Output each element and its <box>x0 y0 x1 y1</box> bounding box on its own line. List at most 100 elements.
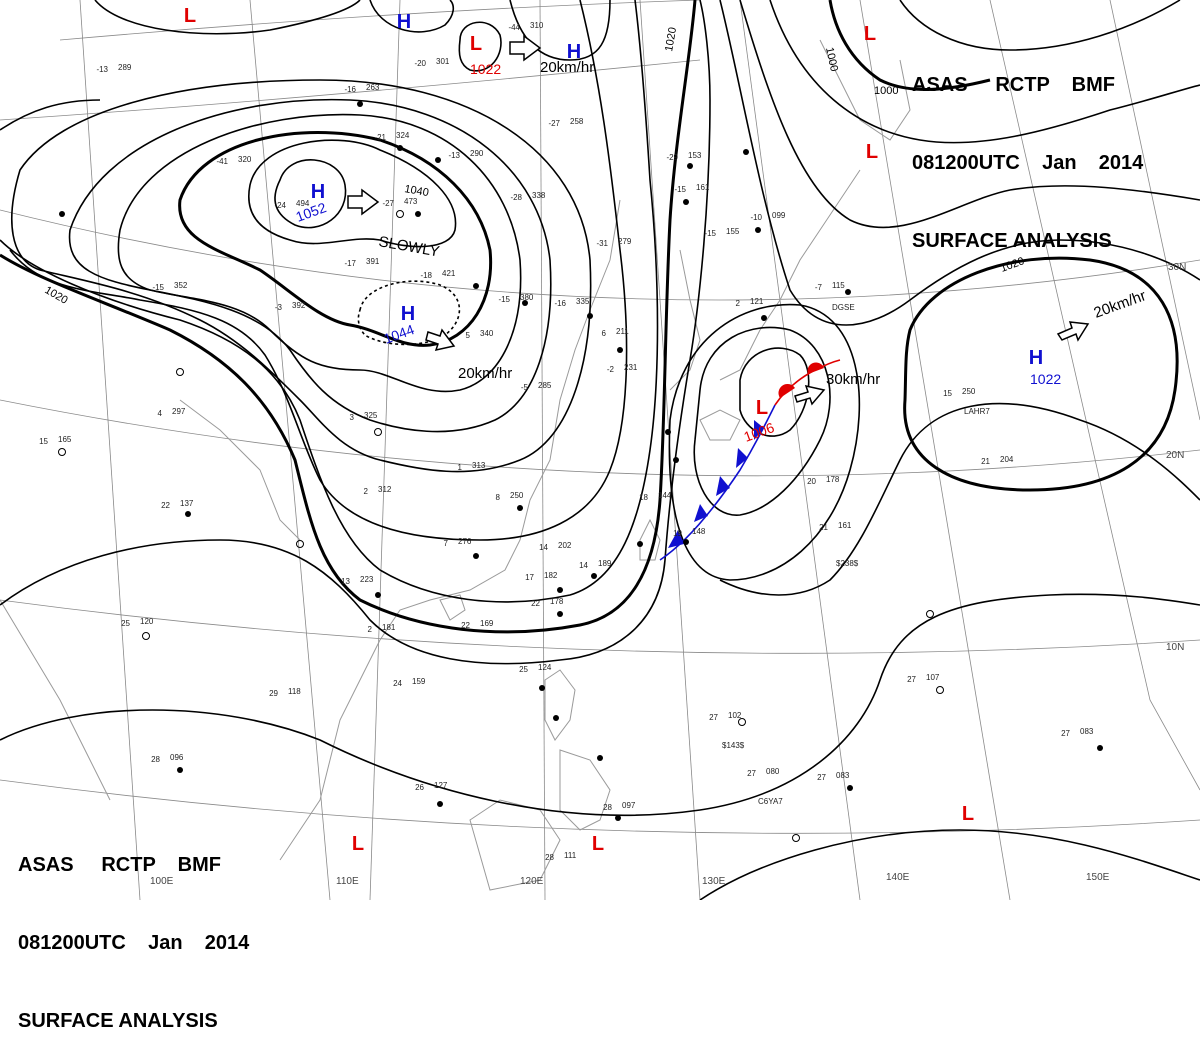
isobar <box>0 0 711 665</box>
station-temperature: -15 <box>704 229 716 238</box>
station-temperature: -10 <box>750 213 762 222</box>
station-temperature: 5 <box>466 331 471 340</box>
station-pressure: 111 <box>564 851 577 860</box>
low-pressure-center: L <box>352 833 364 855</box>
station-pressure: 159 <box>412 677 426 686</box>
station-temperature: 13 <box>341 577 350 586</box>
station-dot <box>435 157 441 163</box>
station-dot <box>473 283 479 289</box>
station-temperature: -44 <box>508 23 520 32</box>
isobar <box>739 347 810 437</box>
station-ring <box>58 448 66 456</box>
station-temperature: 22 <box>161 501 170 510</box>
station-temperature: -5 <box>521 383 529 392</box>
coast-kamchatka <box>819 39 911 141</box>
low-pressure-center: L <box>962 803 974 825</box>
station-pressure: 297 <box>172 407 186 416</box>
station-dot <box>522 300 528 306</box>
station-temperature: -3 <box>275 303 283 312</box>
station-ring <box>738 718 746 726</box>
isobar-label: 1000 <box>823 46 840 72</box>
cold-front-tooth <box>716 476 730 496</box>
station-temperature: 27 <box>907 675 916 684</box>
station-temperature: 28 <box>603 803 612 812</box>
station-pressure: 124 <box>538 663 552 672</box>
station-temperature: -18 <box>420 271 432 280</box>
longitude-label: 110E <box>336 876 359 887</box>
meridian-line <box>249 0 331 900</box>
station-ring <box>792 834 800 842</box>
isobar-label: 1040 <box>403 183 429 199</box>
station-temperature: 14 <box>539 543 548 552</box>
station-dot <box>539 685 545 691</box>
station-temperature: 22 <box>531 599 540 608</box>
isobar <box>117 113 522 393</box>
high-pressure-center: H <box>397 11 411 33</box>
movement-arrow <box>509 34 542 62</box>
station-pressure: 289 <box>118 63 132 72</box>
station-temperature: 27 <box>709 713 718 722</box>
station-dot <box>845 289 851 295</box>
grid-labels: 100E 110E 120E 130E 140E 150E 30N 20N 10… <box>150 262 1186 887</box>
station-temperature: 24 <box>393 679 402 688</box>
movement-arrow <box>347 188 380 216</box>
isobar <box>458 21 502 72</box>
isobar <box>248 139 457 248</box>
station-temperature: -27 <box>548 119 560 128</box>
station-pressure: 324 <box>396 131 410 140</box>
station-dot <box>415 211 421 217</box>
parallel-line <box>0 599 1200 654</box>
station-dot <box>185 511 191 517</box>
station-temperature: 2 <box>736 299 741 308</box>
station-ring <box>926 610 934 618</box>
station-temperature: 15 <box>943 389 952 398</box>
station-pressure: 276 <box>458 537 472 546</box>
station-ring <box>396 210 404 218</box>
station-pressure: 097 <box>622 801 636 810</box>
station-pressure: 144 <box>658 491 672 500</box>
low-pressure-center: L <box>470 33 482 55</box>
low-pressure-center: L <box>864 23 876 45</box>
station-dot <box>1097 745 1103 751</box>
station-pressure: 285 <box>538 381 552 390</box>
station-temperature: -21 <box>374 133 386 142</box>
station-pressure: 178 <box>826 475 840 484</box>
movement-label: SLOWLY <box>377 233 440 260</box>
station-pressure: 250 <box>510 491 524 500</box>
isobar <box>719 402 1200 596</box>
station-temperature: -24 <box>274 201 286 210</box>
parallel-line <box>0 779 1200 834</box>
station-temperature: -41 <box>216 157 228 166</box>
isobar-1000 <box>828 0 991 91</box>
isobar <box>0 593 1200 816</box>
movement-arrow <box>425 328 456 352</box>
coast-taiwan <box>639 518 661 561</box>
ship-id: DGSE <box>832 303 855 312</box>
high-pressure-center: H <box>401 303 415 325</box>
longitude-label: 120E <box>520 876 544 887</box>
header-line-3: SURFACE ANALYSIS <box>912 230 1112 252</box>
movement-label: 30km/hr <box>826 371 880 388</box>
station-temperature: 27 <box>747 769 756 778</box>
station-pressure: 250 <box>962 387 976 396</box>
footer-line-3: SURFACE ANALYSIS <box>18 1010 218 1032</box>
station-pressure: 223 <box>360 575 374 584</box>
station-temperature: 21 <box>981 457 990 466</box>
high-pressure-center: H <box>1029 347 1043 369</box>
station-dot <box>683 539 689 545</box>
station-pressure: 473 <box>404 197 418 206</box>
station-temperature: 7 <box>444 539 449 548</box>
station-dot <box>755 227 761 233</box>
station-temperature: 19 <box>673 529 682 538</box>
ship-id: LAHR7 <box>964 407 990 416</box>
station-dot <box>665 429 671 435</box>
station-pressure: 083 <box>1080 727 1094 736</box>
movement-label: 20km/hr <box>1092 287 1149 322</box>
station-temperature: 26 <box>415 783 424 792</box>
station-pressure: 127 <box>434 781 448 790</box>
station-pressure: 080 <box>766 767 780 776</box>
station-dot <box>473 553 479 559</box>
station-dot <box>557 587 563 593</box>
parallel-line <box>0 209 1200 301</box>
station-dot <box>587 313 593 319</box>
